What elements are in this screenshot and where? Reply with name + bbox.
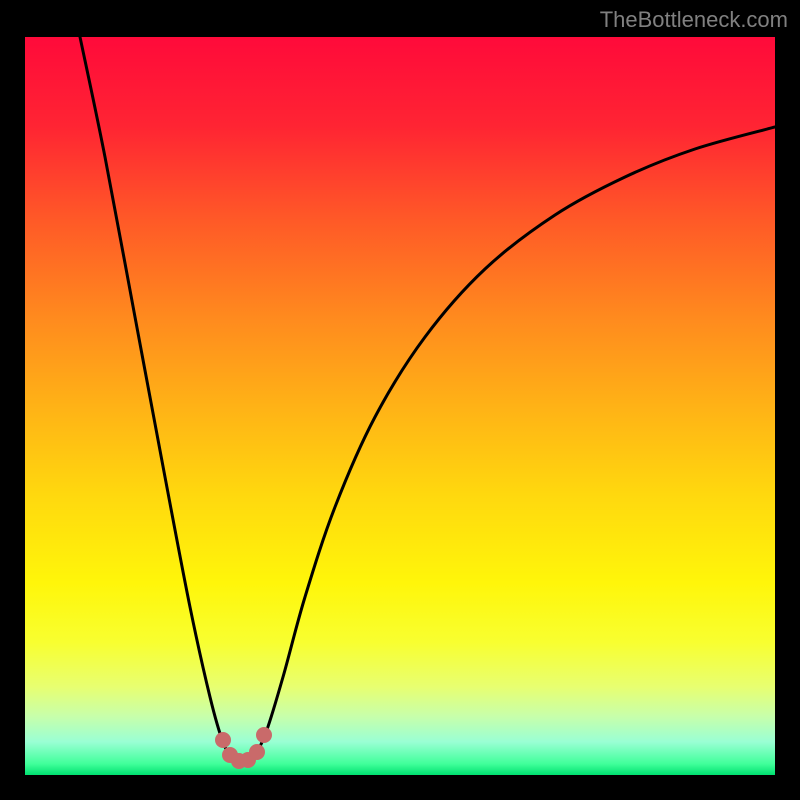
chart-frame: TheBottleneck.com <box>0 0 800 800</box>
curve-path <box>80 37 775 764</box>
watermark-text: TheBottleneck.com <box>600 7 788 33</box>
curve-marker <box>256 727 272 743</box>
plot-area <box>25 37 775 775</box>
bottleneck-curve <box>25 37 775 775</box>
marker-group <box>215 727 272 769</box>
curve-marker <box>249 744 265 760</box>
curve-marker <box>215 732 231 748</box>
